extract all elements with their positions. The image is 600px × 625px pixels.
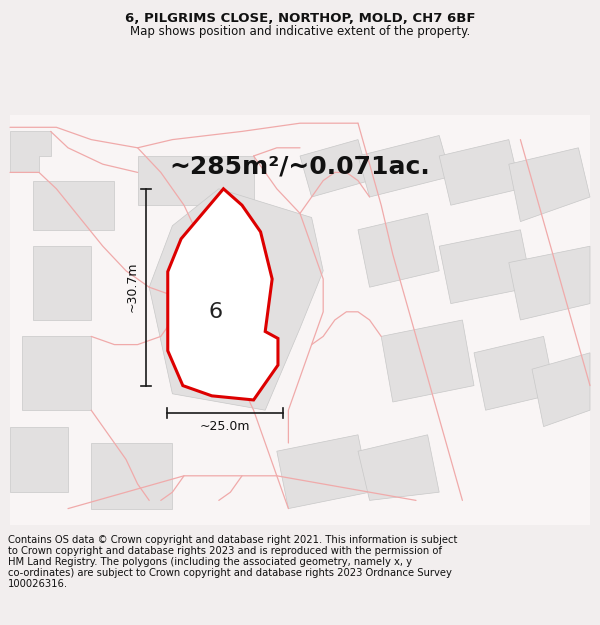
- Polygon shape: [474, 336, 555, 410]
- Text: to Crown copyright and database rights 2023 and is reproduced with the permissio: to Crown copyright and database rights 2…: [8, 546, 442, 556]
- Text: 6, PILGRIMS CLOSE, NORTHOP, MOLD, CH7 6BF: 6, PILGRIMS CLOSE, NORTHOP, MOLD, CH7 6B…: [125, 12, 475, 25]
- Text: co-ordinates) are subject to Crown copyright and database rights 2023 Ordnance S: co-ordinates) are subject to Crown copyr…: [8, 568, 452, 578]
- Polygon shape: [149, 189, 323, 410]
- Polygon shape: [439, 230, 532, 304]
- Text: Contains OS data © Crown copyright and database right 2021. This information is : Contains OS data © Crown copyright and d…: [8, 535, 457, 545]
- Polygon shape: [22, 336, 91, 410]
- Polygon shape: [509, 148, 590, 222]
- Bar: [10, 115, 590, 525]
- Text: ~25.0m: ~25.0m: [199, 421, 250, 434]
- Polygon shape: [300, 139, 370, 197]
- Polygon shape: [358, 136, 451, 197]
- Polygon shape: [509, 246, 590, 320]
- Polygon shape: [532, 352, 590, 427]
- Polygon shape: [33, 246, 91, 320]
- Polygon shape: [10, 131, 50, 173]
- Polygon shape: [168, 189, 278, 400]
- Text: 100026316.: 100026316.: [8, 579, 68, 589]
- Polygon shape: [91, 443, 172, 509]
- Text: ~285m²/~0.071ac.: ~285m²/~0.071ac.: [170, 154, 430, 178]
- Text: 6: 6: [209, 302, 223, 322]
- Polygon shape: [381, 320, 474, 402]
- Polygon shape: [358, 435, 439, 501]
- Polygon shape: [358, 213, 439, 288]
- Text: ~30.7m: ~30.7m: [125, 262, 138, 312]
- Text: Map shows position and indicative extent of the property.: Map shows position and indicative extent…: [130, 25, 470, 38]
- Text: HM Land Registry. The polygons (including the associated geometry, namely x, y: HM Land Registry. The polygons (includin…: [8, 557, 412, 567]
- Polygon shape: [277, 435, 370, 509]
- Polygon shape: [10, 427, 68, 493]
- Polygon shape: [439, 139, 520, 205]
- Polygon shape: [137, 156, 254, 205]
- Polygon shape: [33, 181, 115, 230]
